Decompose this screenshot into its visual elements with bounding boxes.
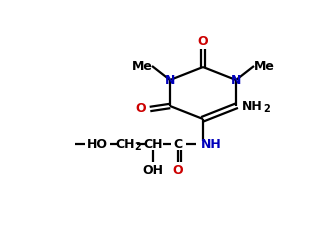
Text: Me: Me [131,60,152,72]
Text: HO: HO [87,138,108,150]
Text: 2: 2 [263,104,270,114]
Text: CH: CH [143,138,163,150]
Text: O: O [136,103,146,115]
Text: O: O [173,164,183,176]
Text: 2: 2 [134,142,141,152]
Text: NH: NH [201,138,221,150]
Text: C: C [173,138,182,150]
Text: OH: OH [142,164,163,176]
Text: CH: CH [115,138,135,150]
Text: N: N [165,73,175,87]
Text: Me: Me [254,60,275,72]
Text: O: O [198,35,208,49]
Text: NH: NH [242,99,262,113]
Text: N: N [231,73,241,87]
